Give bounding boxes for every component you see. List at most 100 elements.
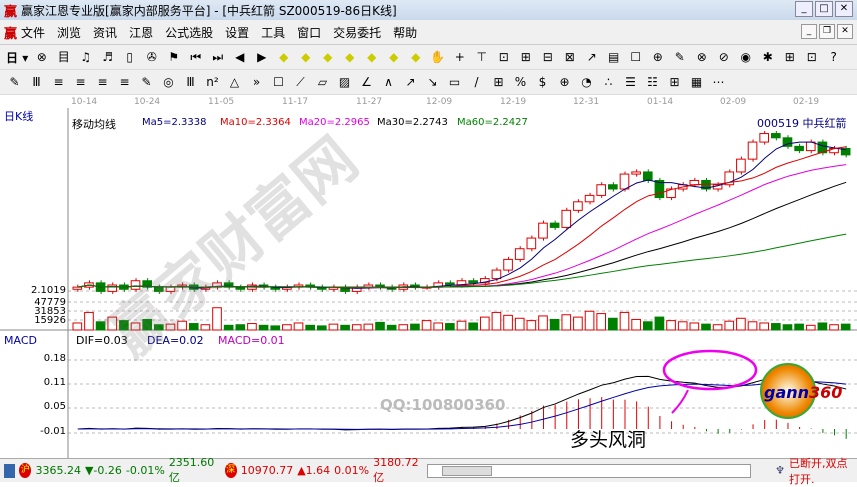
close-button[interactable]: ✕ [835, 1, 853, 17]
toolbar-tool-icon[interactable]: ◆ [301, 49, 311, 64]
toolbar-tool-icon[interactable]: ∴ [604, 74, 613, 89]
toolbar-tool-icon[interactable]: ⊟ [542, 49, 553, 64]
toolbar-tool-icon[interactable]: ✋ [430, 49, 446, 64]
toolbar-tool-icon[interactable]: ☷ [647, 74, 658, 89]
menu-trade[interactable]: 交易委托 [333, 25, 382, 40]
toolbar-tool-icon[interactable]: ⊡ [498, 49, 509, 64]
toolbar-tool-icon[interactable]: ∧ [384, 74, 393, 89]
toolbar-tool-icon[interactable]: ⊗ [696, 49, 707, 64]
toolbar-tool-icon[interactable]: ◀ [235, 49, 245, 64]
menu-formula[interactable]: 公式选股 [165, 25, 214, 40]
toolbar-tool-icon[interactable]: ▱ [317, 74, 328, 89]
toolbar-tool-icon[interactable]: ↘ [427, 74, 438, 89]
toolbar-tool-icon[interactable]: ▦ [690, 74, 703, 89]
toolbar-tool-icon[interactable]: ☐ [273, 74, 284, 89]
toolbar-tool-icon[interactable]: ✎ [674, 49, 685, 64]
toolbar-tool-icon[interactable]: ↗ [586, 49, 597, 64]
toolbar-tool-icon[interactable]: ≡ [75, 74, 86, 89]
toolbar-tool-icon[interactable]: ↗ [405, 74, 416, 89]
volume-bar [840, 323, 851, 331]
toolbar-tool-icon[interactable]: ≡ [97, 74, 108, 89]
toolbar-tool-icon[interactable]: $ [538, 74, 547, 89]
toolbar-tool-icon[interactable]: » [252, 74, 261, 89]
toolbar-tool-icon[interactable]: ✱ [762, 49, 773, 64]
toolbar-tool-icon[interactable]: ▶ [257, 49, 267, 64]
toolbar-tool-icon[interactable]: ⊤ [476, 49, 487, 64]
maximize-button[interactable]: □ [815, 1, 833, 17]
toolbar-tool-icon[interactable]: Ⅲ [32, 74, 41, 89]
toolbar-tool-icon[interactable]: n² [206, 74, 219, 89]
menu-help[interactable]: 帮助 [393, 25, 418, 40]
menu-tools[interactable]: 工具 [261, 25, 286, 40]
toolbar-tool-icon[interactable]: ◉ [740, 49, 751, 64]
menu-window[interactable]: 窗口 [297, 25, 322, 40]
menu-browse[interactable]: 浏览 [57, 25, 82, 40]
toolbar-tool-icon[interactable]: ☰ [625, 74, 636, 89]
toolbar-tool-icon[interactable]: ≡ [53, 74, 64, 89]
toolbar-tool-icon[interactable]: ▨ [338, 74, 351, 89]
kline-chart[interactable] [0, 108, 857, 458]
sz-index-icon[interactable]: 深 [224, 463, 237, 478]
toolbar-tool-icon[interactable]: 目 [57, 49, 70, 64]
toolbar-tool-icon[interactable]: ✇ [146, 49, 157, 64]
toolbar-tool-icon[interactable]: ⊞ [493, 74, 504, 89]
toolbar-tool-icon[interactable]: ▯ [126, 49, 134, 64]
menu-settings[interactable]: 设置 [225, 25, 250, 40]
toolbar-tool-icon[interactable]: ⊗ [36, 49, 47, 64]
toolbar-tool-icon[interactable]: ⊘ [718, 49, 729, 64]
minimize-button[interactable]: _ [795, 1, 813, 17]
toolbar-tool-icon[interactable]: ♬ [102, 49, 114, 64]
toolbar-tool-icon[interactable]: ◆ [367, 49, 377, 64]
candle [771, 133, 781, 139]
calculator-icon[interactable] [4, 463, 16, 478]
menu-gann[interactable]: 江恩 [129, 25, 154, 40]
toolbar-tool-icon[interactable]: ◔ [581, 74, 592, 89]
toolbar-tool-icon[interactable]: ▤ [608, 49, 620, 64]
toolbar-tool-icon[interactable]: ◆ [279, 49, 289, 64]
toolbar-tool-icon[interactable]: ∠ [361, 74, 372, 89]
toolbar-tool-icon[interactable]: / [474, 74, 479, 89]
scrollbar-thumb[interactable] [441, 465, 492, 476]
volume-bar [631, 318, 641, 331]
mdi-restore-button[interactable]: ❐ [819, 24, 835, 39]
toolbar-tool-icon[interactable]: ⊠ [564, 49, 575, 64]
period-select[interactable]: 日 ▾ [6, 50, 29, 65]
toolbar-tool-icon[interactable]: ≡ [119, 74, 130, 89]
toolbar-tool-icon[interactable]: ⋯ [712, 74, 725, 89]
toolbar-tool-icon[interactable]: ⚑ [168, 49, 180, 64]
toolbar-tool-icon[interactable]: ✎ [9, 74, 20, 89]
mdi-minimize-button[interactable]: _ [801, 24, 817, 39]
toolbar-tool-icon[interactable]: ☐ [630, 49, 642, 64]
toolbar-tool-icon[interactable]: ◆ [389, 49, 399, 64]
volume-bar [794, 323, 804, 331]
toolbar-tool-icon[interactable]: ▭ [448, 74, 461, 89]
toolbar-tool-icon[interactable]: Ⅲ [186, 74, 195, 89]
toolbar-tool-icon[interactable]: ⊞ [784, 49, 795, 64]
menu-news[interactable]: 资讯 [93, 25, 118, 40]
toolbar-tool-icon[interactable]: + [454, 49, 465, 64]
toolbar-tool-icon[interactable]: ⏭ [212, 49, 224, 64]
toolbar-tool-icon[interactable]: ✎ [141, 74, 152, 89]
toolbar-tool-icon[interactable]: % [514, 74, 527, 89]
macd-label: MACD [4, 334, 37, 347]
toolbar-tool-icon[interactable]: ⊕ [559, 74, 570, 89]
toolbar-tool-icon[interactable]: ⏮ [190, 49, 202, 64]
toolbar-tool-icon[interactable]: ◎ [163, 74, 174, 89]
annotation-text: 多头风洞 [570, 429, 647, 451]
mdi-close-button[interactable]: ✕ [837, 24, 853, 39]
toolbar-tool-icon[interactable]: △ [229, 74, 240, 89]
toolbar-tool-icon[interactable]: ? [830, 49, 837, 64]
toolbar-tool-icon[interactable]: ⊞ [669, 74, 680, 89]
date-tick: 02-19 [793, 97, 820, 107]
toolbar-tool-icon[interactable]: ⟋ [296, 74, 305, 89]
toolbar-tool-icon[interactable]: ⊕ [652, 49, 663, 64]
toolbar-tool-icon[interactable]: ♫ [80, 49, 92, 64]
toolbar-tool-icon[interactable]: ⊡ [806, 49, 817, 64]
toolbar-tool-icon[interactable]: ⊞ [520, 49, 531, 64]
menu-file[interactable]: 文件 [21, 25, 46, 40]
horizontal-scrollbar[interactable] [426, 463, 752, 478]
toolbar-tool-icon[interactable]: ◆ [323, 49, 333, 64]
toolbar-tool-icon[interactable]: ◆ [345, 49, 355, 64]
toolbar-tool-icon[interactable]: ◆ [411, 49, 421, 64]
sh-index-icon[interactable]: 沪 [19, 463, 32, 478]
